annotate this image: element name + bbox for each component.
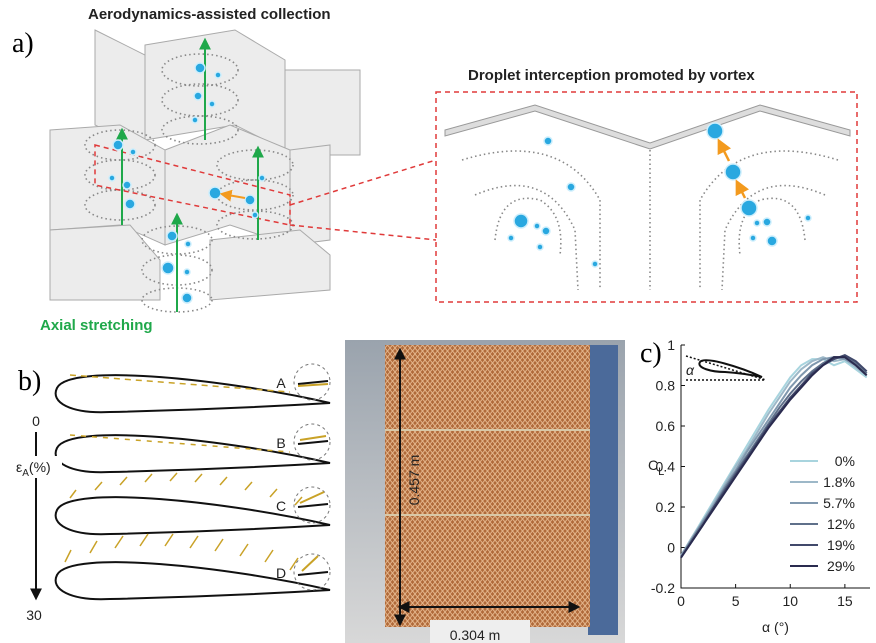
vortex-illustration (445, 105, 850, 290)
x-tick-label: 5 (732, 593, 740, 609)
inset-airfoil (699, 360, 762, 377)
y-label-main: C (648, 457, 658, 473)
x-tick-label: 15 (837, 593, 853, 609)
y-tick-label: -0.2 (651, 580, 675, 596)
marker-label: D (276, 565, 286, 581)
x-axis-label: α (°) (762, 619, 789, 635)
legend-label: 12% (827, 516, 855, 532)
inset-label: α (686, 362, 695, 378)
height-label: 0.457 m (406, 455, 422, 506)
y-tick-label: 0.2 (656, 499, 676, 515)
x-tick-label: 10 (782, 593, 798, 609)
panel-label: c) (640, 338, 662, 369)
legend-label: 19% (827, 537, 855, 553)
legend-label: 0% (835, 453, 855, 469)
y-tick-label: 1 (667, 337, 675, 353)
marker-label: A (276, 375, 286, 391)
legend-label: 29% (827, 558, 855, 574)
y-tick-label: 0.8 (656, 378, 676, 394)
marker-label: C (276, 498, 286, 514)
marker-label: B (276, 435, 285, 451)
y-label-sub: L (658, 466, 664, 478)
panel-label: b) (18, 366, 41, 397)
detail-strokes (298, 381, 328, 575)
figure: a) Aerodynamics-assisted collection Axia… (0, 0, 876, 643)
width-label: 0.304 m (450, 627, 501, 643)
panel-label: a) (12, 28, 34, 59)
detail-circles (294, 364, 330, 590)
y-tick-label: 0.6 (656, 418, 676, 434)
collector-illustration (50, 30, 360, 312)
caption: Axial stretching (40, 317, 153, 334)
axis-end: 30 (26, 607, 42, 623)
inset-title: Droplet interception promoted by vortex (468, 67, 755, 84)
axis-unit: (%) (29, 459, 51, 475)
panel-title: Aerodynamics-assisted collection (88, 6, 331, 23)
x-tick-label: 0 (677, 593, 685, 609)
axis-start: 0 (32, 413, 40, 429)
legend-label: 5.7% (823, 495, 855, 511)
legend-label: 1.8% (823, 474, 855, 490)
y-tick-label: 0 (667, 540, 675, 556)
photo (345, 340, 625, 643)
